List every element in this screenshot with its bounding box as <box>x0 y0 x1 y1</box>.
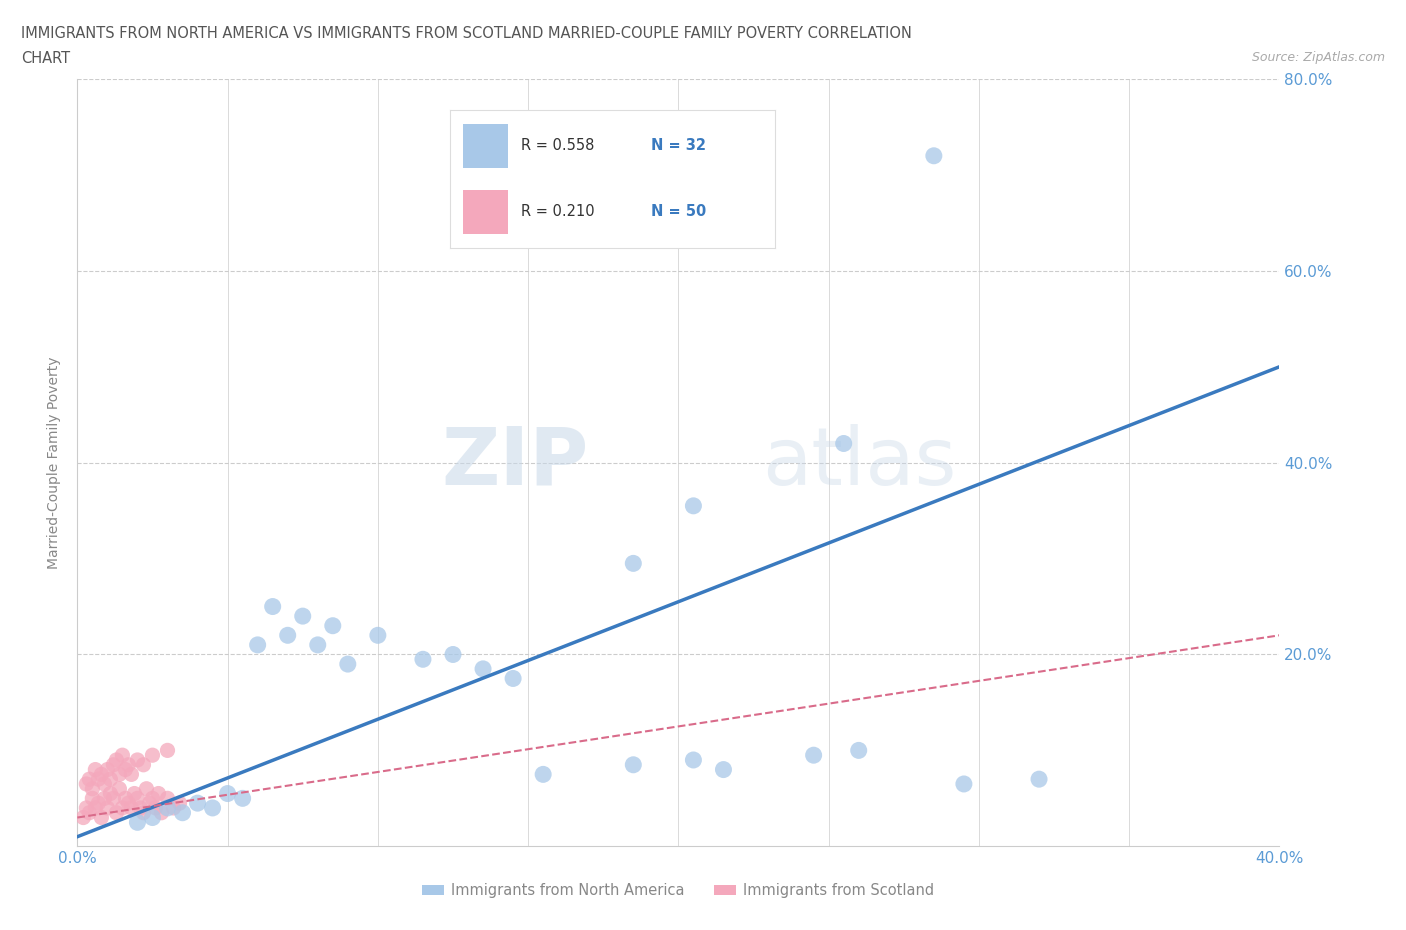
Point <box>82 781 104 796</box>
Point <box>100 786 122 801</box>
Legend: Immigrants from North America, Immigrants from Scotland: Immigrants from North America, Immigrant… <box>416 878 941 904</box>
Point <box>82 790 104 805</box>
Point <box>87 772 110 787</box>
Point <box>832 436 855 451</box>
Point <box>96 763 118 777</box>
Text: ZIP: ZIP <box>441 424 588 501</box>
Point <box>367 628 389 643</box>
Point <box>105 805 128 820</box>
Point <box>531 767 554 782</box>
Point <box>103 757 125 772</box>
Point <box>100 772 122 787</box>
Point <box>291 609 314 624</box>
Point <box>232 790 254 805</box>
Text: CHART: CHART <box>21 51 70 66</box>
Point <box>79 805 101 820</box>
Point <box>127 790 149 805</box>
Point <box>141 790 163 805</box>
Point <box>93 777 115 791</box>
Point <box>120 801 142 816</box>
Point <box>90 810 112 825</box>
Point <box>145 801 167 816</box>
Point <box>120 767 142 782</box>
Point <box>246 637 269 652</box>
Point <box>682 752 704 767</box>
Point <box>307 637 329 652</box>
Point <box>84 763 107 777</box>
Point <box>156 801 179 816</box>
Text: Source: ZipAtlas.com: Source: ZipAtlas.com <box>1251 51 1385 64</box>
Point <box>90 767 112 782</box>
Point <box>682 498 704 513</box>
Point <box>217 786 239 801</box>
Point <box>114 763 136 777</box>
Point <box>150 805 173 820</box>
Point <box>156 743 179 758</box>
Point <box>472 661 495 676</box>
Point <box>277 628 299 643</box>
Point <box>72 810 94 825</box>
Point <box>103 790 125 805</box>
Y-axis label: Married-Couple Family Poverty: Married-Couple Family Poverty <box>48 356 62 569</box>
Point <box>187 796 209 811</box>
Point <box>412 652 434 667</box>
Point <box>84 801 107 816</box>
Text: IMMIGRANTS FROM NORTH AMERICA VS IMMIGRANTS FROM SCOTLAND MARRIED-COUPLE FAMILY : IMMIGRANTS FROM NORTH AMERICA VS IMMIGRA… <box>21 26 912 41</box>
Point <box>148 786 170 801</box>
Point <box>502 671 524 686</box>
Point <box>848 743 870 758</box>
Point <box>132 757 155 772</box>
Point <box>96 801 118 816</box>
Point <box>262 599 284 614</box>
Point <box>135 781 157 796</box>
Point <box>803 748 825 763</box>
Point <box>169 796 191 811</box>
Point <box>75 777 97 791</box>
Point <box>156 790 179 805</box>
Point <box>138 796 160 811</box>
Point <box>124 786 146 801</box>
Point <box>1028 772 1050 787</box>
Point <box>141 748 163 763</box>
Point <box>93 790 115 805</box>
Point <box>322 618 344 633</box>
Point <box>75 801 97 816</box>
Point <box>201 801 224 816</box>
Point <box>621 757 644 772</box>
Point <box>953 777 976 791</box>
Point <box>108 767 131 782</box>
Point <box>129 801 152 816</box>
Point <box>922 149 945 164</box>
Point <box>117 757 139 772</box>
Point <box>336 657 359 671</box>
Text: atlas: atlas <box>762 424 957 501</box>
Point <box>117 796 139 811</box>
Point <box>105 752 128 767</box>
Point <box>111 748 134 763</box>
Point <box>621 556 644 571</box>
Point <box>87 796 110 811</box>
Point <box>162 801 184 816</box>
Point <box>111 801 134 816</box>
Point <box>172 805 194 820</box>
Point <box>441 647 464 662</box>
Point <box>127 752 149 767</box>
Point <box>127 815 149 830</box>
Point <box>79 772 101 787</box>
Point <box>132 805 155 820</box>
Point <box>141 810 163 825</box>
Point <box>713 763 735 777</box>
Point <box>108 781 131 796</box>
Point <box>114 790 136 805</box>
